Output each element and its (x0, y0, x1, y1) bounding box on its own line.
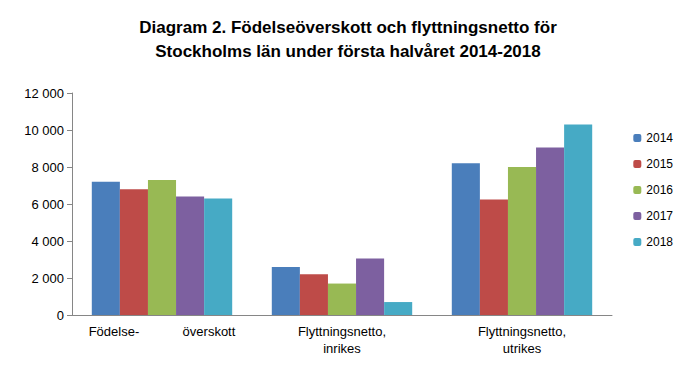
svg-text:6 000: 6 000 (31, 197, 64, 212)
svg-text:2 000: 2 000 (31, 271, 64, 286)
svg-text:utrikes: utrikes (503, 341, 542, 356)
svg-text:12 000: 12 000 (24, 86, 64, 101)
svg-text:2016: 2016 (646, 183, 673, 197)
svg-text:Flyttningsnetto,: Flyttningsnetto, (478, 324, 566, 339)
svg-text:2014: 2014 (646, 131, 673, 145)
svg-text:inrikes: inrikes (323, 341, 361, 356)
svg-text:Födelse- överskott: Födelse- överskott (89, 324, 236, 339)
svg-text:8 000: 8 000 (31, 160, 64, 175)
svg-text:0: 0 (57, 308, 64, 323)
svg-text:Flyttningsnetto,: Flyttningsnetto, (298, 324, 386, 339)
svg-text:2017: 2017 (646, 209, 673, 223)
svg-text:Diagram 2. Födelseöverskott oc: Diagram 2. Födelseöverskott och flyttnin… (139, 18, 557, 37)
svg-text:4 000: 4 000 (31, 234, 64, 249)
svg-text:2015: 2015 (646, 157, 673, 171)
svg-text:2018: 2018 (646, 235, 673, 249)
svg-text:10 000: 10 000 (24, 123, 64, 138)
svg-text:Stockholms län under första ha: Stockholms län under första halvåret 201… (155, 42, 541, 61)
